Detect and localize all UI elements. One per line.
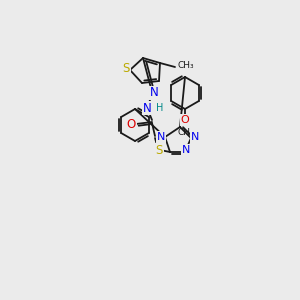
Text: N: N xyxy=(182,145,190,155)
Text: O: O xyxy=(181,115,189,125)
Text: S: S xyxy=(122,62,130,76)
Text: N: N xyxy=(142,101,152,115)
Text: CH₃: CH₃ xyxy=(178,61,195,70)
Text: H: H xyxy=(156,103,164,113)
Text: N: N xyxy=(191,132,199,142)
Text: N: N xyxy=(157,132,165,142)
Text: S: S xyxy=(155,143,163,157)
Text: O: O xyxy=(126,118,136,130)
Text: N: N xyxy=(150,86,158,100)
Text: CH₃: CH₃ xyxy=(178,128,194,137)
